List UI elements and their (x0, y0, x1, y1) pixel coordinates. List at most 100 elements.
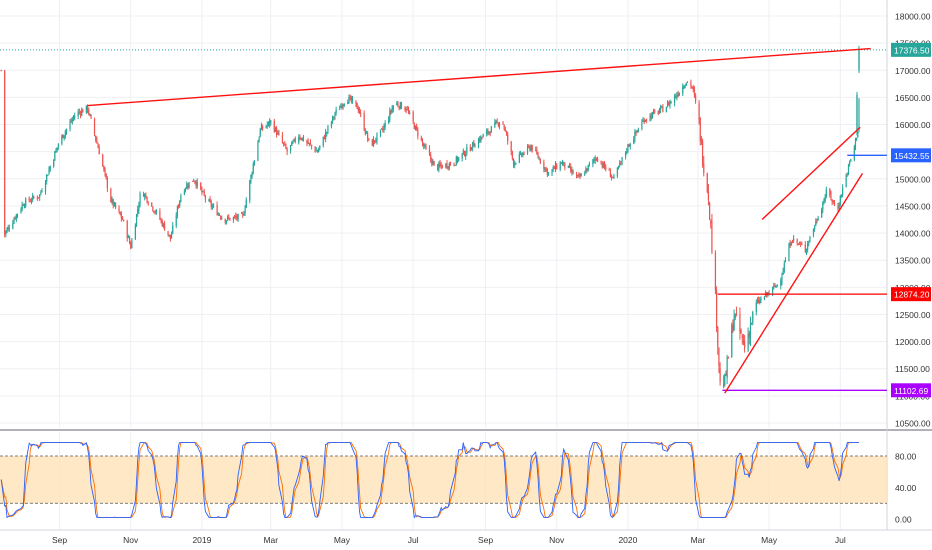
candle-body (710, 221, 712, 224)
candle-body (106, 178, 108, 189)
candle-body (348, 96, 350, 104)
candle-body (21, 204, 23, 210)
candle-body (817, 218, 819, 221)
candle-body (466, 147, 468, 154)
stoch-axis-tick-label: 0.00 (895, 515, 912, 525)
candle-body (258, 137, 260, 142)
price-axis-tick-label: 10500.00 (895, 419, 931, 429)
candle-body (453, 163, 455, 166)
candle-body (521, 153, 523, 156)
candle-body (409, 112, 411, 114)
candle-body (559, 162, 561, 170)
candle-body (154, 211, 156, 213)
candle-body (473, 142, 475, 147)
candle-body (381, 128, 383, 130)
candle-body (20, 208, 22, 213)
candle-body (637, 130, 640, 132)
candle-body (130, 242, 132, 249)
price-axis-tick-label: 12000.00 (895, 337, 931, 347)
candle-body (235, 215, 237, 218)
candle-body (650, 115, 652, 119)
candle-body (388, 119, 390, 124)
candle-body (718, 347, 720, 366)
candle-body (800, 243, 802, 245)
candle-body (209, 198, 211, 202)
candle-body (400, 102, 403, 109)
candle-body (519, 152, 522, 154)
candle-body (195, 182, 197, 187)
candle-body (420, 137, 422, 140)
candle-body (575, 173, 578, 176)
candle-body (747, 333, 749, 351)
candle-body (315, 150, 317, 152)
candle-body (155, 210, 157, 213)
candle-body (588, 163, 590, 166)
candle-body (645, 119, 648, 121)
candle-body (486, 130, 488, 135)
candle-body (332, 116, 334, 122)
time-axis-tick-label: Sep (52, 535, 67, 545)
candle-body (783, 263, 785, 272)
candle-body (822, 202, 824, 210)
candle-body (47, 175, 49, 177)
candle-body (759, 299, 761, 303)
candle-body (191, 180, 194, 182)
candle-body (587, 164, 589, 171)
candle-body (0, 70, 2, 72)
candle-body (840, 194, 843, 196)
candle-body (413, 122, 415, 130)
candle-body (735, 312, 738, 314)
candle-body (65, 128, 68, 132)
candle-body (752, 311, 754, 323)
candle-body (676, 94, 678, 98)
candle-body (456, 157, 459, 162)
candle-body (201, 188, 203, 193)
candle-body (837, 206, 839, 209)
time-axis[interactable]: Sep Nov 2019 Mar May Jul Sep Nov 2020 Mar May Jul (52, 535, 846, 545)
candle-body (261, 126, 264, 129)
candle-body (278, 132, 280, 135)
candle-body (412, 112, 414, 123)
candle-body (654, 110, 656, 112)
candle-body (853, 146, 855, 160)
candle-body (621, 157, 623, 163)
candle-body (585, 168, 587, 174)
candle-body (29, 201, 31, 203)
candle-body (593, 159, 595, 161)
candle-body (536, 149, 538, 154)
candle-body (507, 134, 509, 142)
candle-body (543, 162, 545, 169)
candle-body (237, 214, 239, 220)
candle-body (82, 109, 84, 113)
candle-body (554, 163, 557, 171)
candle-body (299, 136, 301, 139)
candle-body (431, 158, 433, 165)
candle-body (343, 103, 345, 106)
candle-body (233, 216, 236, 218)
candle-body (571, 169, 573, 173)
candle-body (55, 149, 57, 153)
candle-body (699, 117, 701, 142)
price-axis-tick-label: 14000.00 (895, 229, 931, 239)
candle-body (823, 200, 825, 202)
candle-body (716, 291, 718, 329)
candle-body (424, 145, 426, 147)
candle-body (641, 122, 643, 129)
trendline-3 (761, 126, 861, 221)
candle-body (560, 162, 562, 164)
candle-body (260, 125, 263, 130)
time-axis-tick-label: May (761, 535, 778, 545)
candle-body (838, 205, 840, 209)
candle-body (462, 150, 464, 155)
candle-body (49, 166, 51, 171)
candle-body (685, 82, 687, 86)
candle-body (497, 123, 499, 126)
candle-body (832, 200, 834, 203)
candle-body (805, 248, 808, 253)
time-axis-tick-label: Jul (835, 535, 846, 545)
candle-body (693, 88, 696, 96)
candle-body (494, 122, 496, 127)
candle-body (628, 144, 630, 147)
candle-body (351, 99, 354, 102)
